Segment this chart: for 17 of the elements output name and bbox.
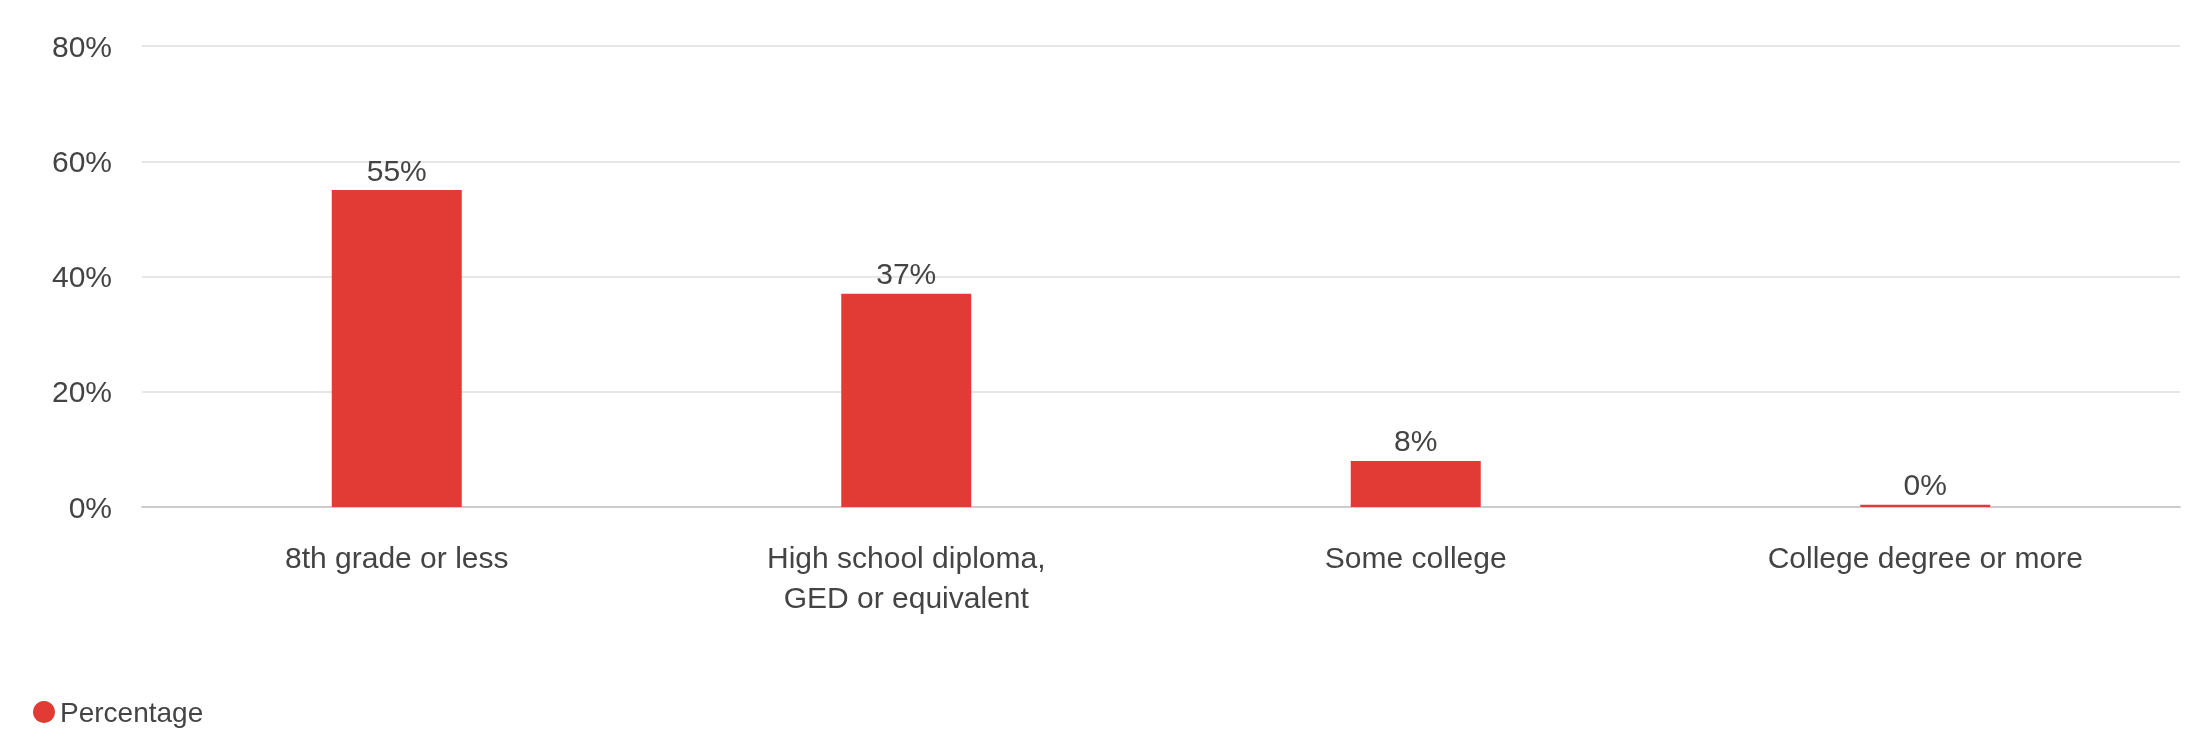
y-tick-label: 80% <box>51 29 112 63</box>
bar <box>1350 460 1481 507</box>
x-tick-label: College degree or more <box>1767 540 2083 574</box>
y-tick-label: 40% <box>51 260 112 293</box>
data-label: 0% <box>1903 468 1947 502</box>
y-tick-label: 0% <box>68 490 112 524</box>
x-tick-label: Some college <box>1324 540 1507 574</box>
x-tick-label: 8th grade or less <box>285 540 509 574</box>
bar <box>841 293 972 507</box>
y-tick-label: 60% <box>51 144 112 178</box>
data-label: 37% <box>876 257 937 291</box>
data-label: 8% <box>1394 424 1438 458</box>
data-label: 55% <box>366 153 427 187</box>
x-tick-label: High school diploma, GED or equivalent <box>767 540 1046 614</box>
y-tick-label: 20% <box>51 375 112 409</box>
legend-label: Percentage <box>60 696 204 728</box>
bar <box>331 190 462 507</box>
